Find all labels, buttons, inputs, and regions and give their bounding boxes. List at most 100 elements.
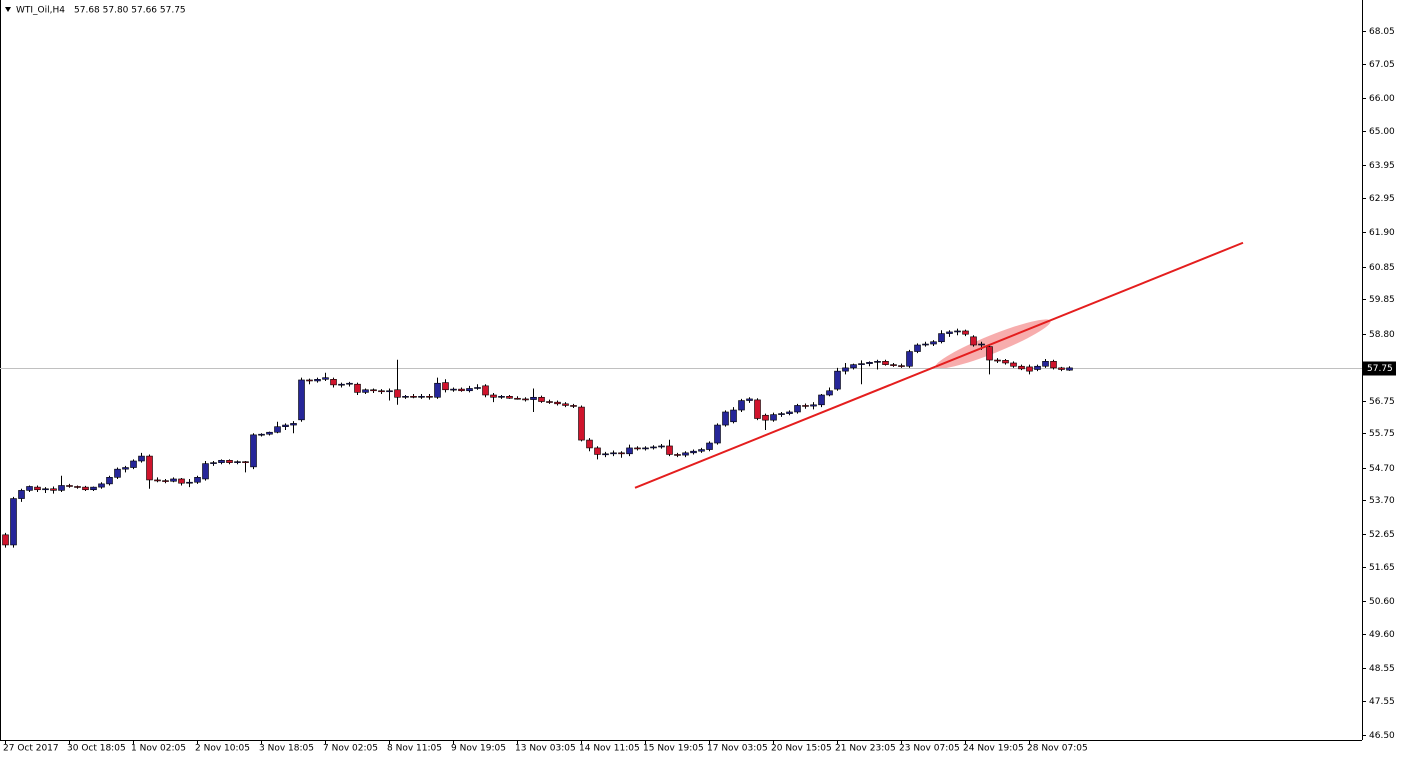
candle-body	[762, 414, 769, 421]
candle-body	[314, 379, 321, 382]
candle-body	[258, 433, 265, 436]
x-tick-label: 9 Nov 19:05	[451, 744, 506, 754]
candle-body	[898, 365, 905, 367]
y-tick-label: 66.00	[1369, 94, 1395, 104]
candle-body	[114, 468, 121, 478]
candle-body	[66, 485, 73, 487]
y-tick-label: 48.55	[1369, 664, 1395, 674]
y-tick-label: 58.80	[1369, 330, 1395, 340]
candle-body	[170, 478, 177, 482]
candle-body	[362, 389, 369, 393]
candle-body	[570, 405, 577, 407]
candle-body	[1010, 362, 1017, 367]
y-tick-label: 63.95	[1369, 161, 1395, 171]
candle-body	[698, 449, 705, 452]
candle-body	[674, 454, 681, 456]
candle-body	[986, 346, 993, 361]
candle-body	[626, 447, 633, 455]
candle-body	[202, 463, 209, 480]
candle-body	[714, 424, 721, 444]
candle-body	[442, 382, 449, 391]
candle-body	[738, 400, 745, 411]
candle-body	[810, 404, 817, 407]
candle-body	[530, 396, 537, 400]
candle-body	[42, 488, 49, 491]
x-tick-label: 23 Nov 07:05	[899, 744, 960, 754]
trendline	[634, 241, 1244, 489]
last-price-box	[1363, 361, 1396, 376]
candle-body	[306, 379, 313, 382]
x-tick-label: 3 Nov 18:05	[259, 744, 314, 754]
candle-body	[706, 442, 713, 450]
candle-body	[498, 396, 505, 398]
candle-body	[250, 434, 257, 468]
candle-body	[298, 379, 305, 421]
candle-body	[82, 486, 89, 491]
candle-body	[538, 396, 545, 402]
candle-body	[330, 379, 337, 386]
candle-body	[218, 460, 225, 463]
candle-body	[1066, 367, 1073, 371]
candle-body	[682, 452, 689, 456]
y-tick-label: 60.85	[1369, 263, 1395, 273]
candle-body	[1018, 365, 1025, 370]
candle-body	[650, 446, 657, 449]
candle-body	[290, 423, 297, 426]
candle-body	[274, 426, 281, 433]
candle-body	[242, 461, 249, 463]
candle-body	[322, 377, 329, 380]
y-tick-label: 50.60	[1369, 597, 1395, 607]
candle-body	[1002, 360, 1009, 364]
chart-symbol: WTI_Oil,H4	[16, 6, 65, 16]
x-tick-label: 2 Nov 10:05	[195, 744, 250, 754]
y-tick-label: 56.75	[1369, 397, 1395, 407]
candle-body	[122, 467, 129, 470]
candle-body	[874, 361, 881, 363]
candle-body	[378, 390, 385, 393]
candle-body	[746, 398, 753, 401]
y-tick-label: 67.05	[1369, 60, 1395, 70]
candle-body	[522, 398, 529, 401]
candle-body	[1042, 361, 1049, 367]
chart-quote: 57.68 57.80 57.66 57.75	[74, 6, 186, 16]
candle-body	[962, 330, 969, 335]
candle-body	[954, 330, 961, 333]
candle-body	[370, 389, 377, 392]
candle-body	[234, 461, 241, 463]
candle-body	[554, 401, 561, 405]
y-tick-label: 51.65	[1369, 563, 1395, 573]
candle-body	[514, 397, 521, 400]
x-tick-label: 20 Nov 15:05	[771, 744, 832, 754]
candle-body	[58, 485, 65, 491]
y-tick-label: 62.95	[1369, 194, 1395, 204]
candle-body	[130, 460, 137, 468]
candle-body	[90, 486, 97, 491]
x-tick-label: 7 Nov 02:05	[323, 744, 378, 754]
candle-body	[10, 498, 17, 546]
candle-body	[466, 388, 473, 392]
y-tick-label: 47.55	[1369, 697, 1395, 707]
candle-body	[858, 363, 865, 365]
x-tick-label: 17 Nov 03:05	[707, 744, 768, 754]
x-tick-label: 21 Nov 23:05	[835, 744, 896, 754]
candle-body	[850, 364, 857, 369]
candle-body	[658, 445, 665, 448]
candle-body	[474, 387, 481, 389]
y-tick-label: 52.65	[1369, 530, 1395, 540]
candle-body	[834, 370, 841, 390]
candle-body	[394, 389, 401, 398]
candle-body	[778, 413, 785, 415]
y-tick-label: 53.70	[1369, 496, 1395, 506]
candle-body	[194, 477, 201, 483]
candle-body	[34, 486, 41, 491]
candle-body	[970, 336, 977, 346]
candle-body	[618, 452, 625, 455]
menu-arrow[interactable]	[5, 7, 11, 12]
x-tick-label: 28 Nov 07:05	[1027, 744, 1088, 754]
candle-body	[346, 382, 353, 385]
candle-body	[50, 488, 57, 491]
candle-body	[770, 414, 777, 421]
candle-body	[802, 405, 809, 407]
x-tick-label: 15 Nov 19:05	[643, 744, 704, 754]
